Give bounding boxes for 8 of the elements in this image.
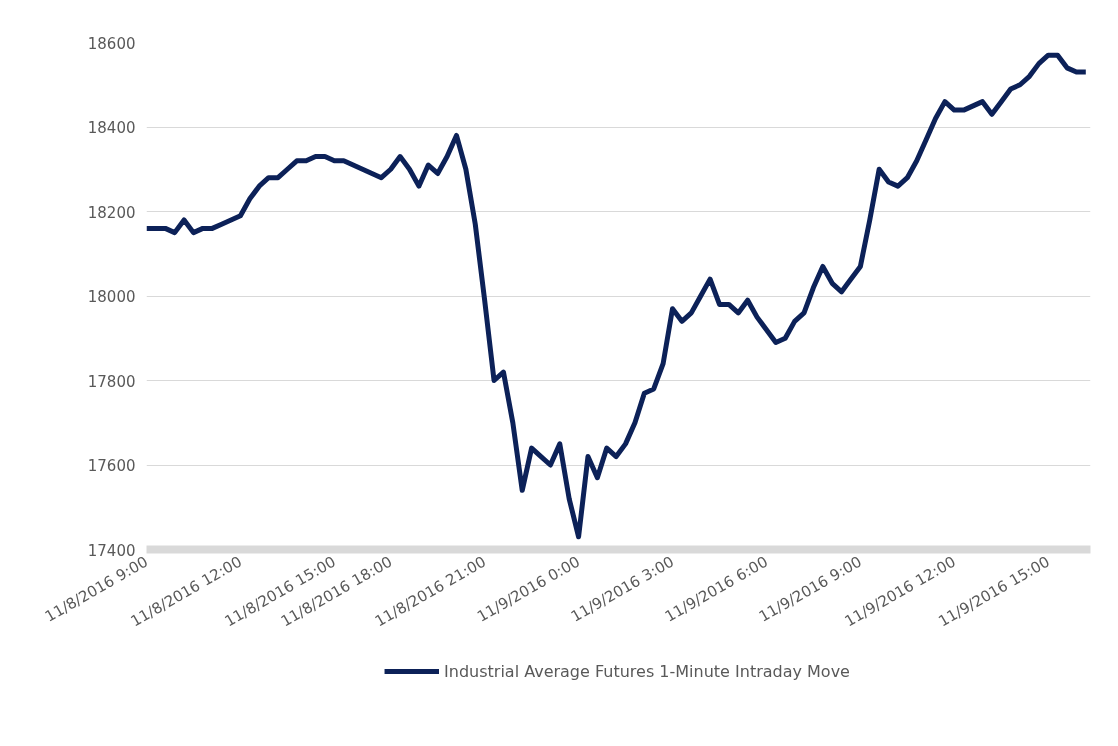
legend-label: Industrial Average Futures 1-Minute Intraday Move bbox=[444, 661, 850, 681]
y-tick-label: 18200 bbox=[87, 203, 136, 222]
y-tick-label: 17600 bbox=[87, 457, 136, 475]
y-tick-label: 17400 bbox=[87, 541, 136, 560]
y-tick-label: 18000 bbox=[87, 288, 136, 306]
y-tick-label: 18600 bbox=[87, 34, 136, 53]
y-tick-label: 18400 bbox=[87, 119, 136, 137]
y-tick-label: 17800 bbox=[87, 372, 136, 391]
